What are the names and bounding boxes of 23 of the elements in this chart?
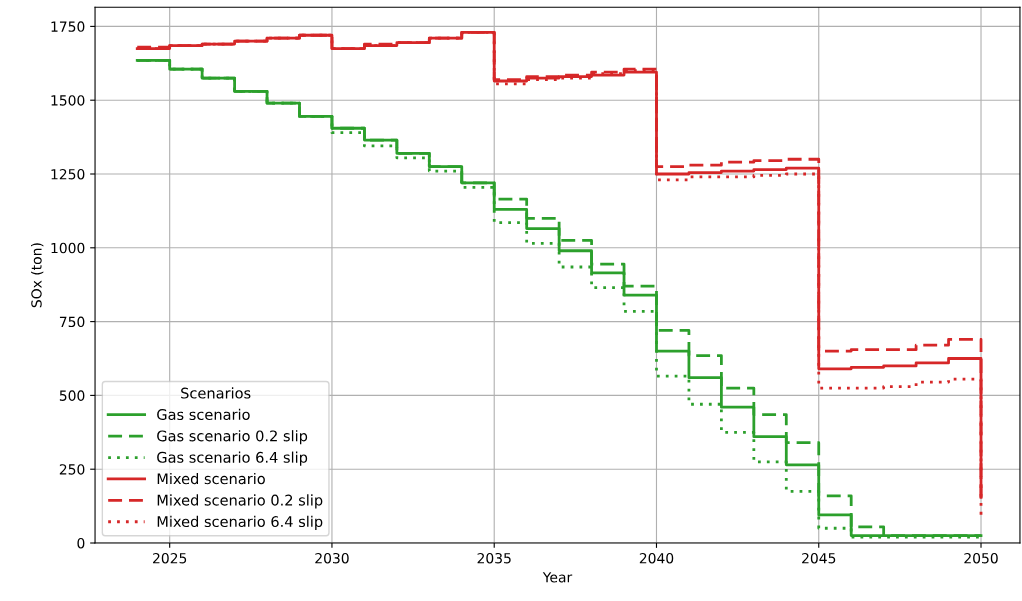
y-tick-label: 1250 bbox=[51, 168, 85, 180]
x-tick-label: 2045 bbox=[802, 552, 836, 564]
legend-label: Mixed scenario 0.2 slip bbox=[157, 494, 323, 509]
y-tick-label: 1500 bbox=[51, 95, 85, 106]
legend-label: Gas scenario 0.2 slip bbox=[157, 430, 308, 445]
x-tick-label: 2025 bbox=[153, 552, 187, 564]
y-tick-label: 250 bbox=[59, 464, 85, 475]
legend-label: Gas scenario 6.4 slip bbox=[157, 451, 308, 466]
legend-label: Mixed scenario bbox=[157, 472, 265, 485]
y-tick-label: 500 bbox=[59, 390, 85, 401]
y-tick-label: 750 bbox=[59, 316, 85, 328]
legend-label: Mixed scenario 6.4 slip bbox=[157, 515, 323, 530]
x-tick-label: 2040 bbox=[639, 552, 674, 564]
y-axis-title: SOx (ton) bbox=[30, 243, 44, 308]
legend-label: Gas scenario bbox=[157, 408, 250, 421]
x-axis-title: Year bbox=[542, 572, 573, 583]
legend-title: Scenarios bbox=[181, 387, 251, 399]
x-tick-label: 2035 bbox=[477, 552, 511, 564]
y-tick-label: 1000 bbox=[51, 242, 85, 254]
x-tick-label: 2030 bbox=[315, 552, 349, 564]
y-tick-label: 1750 bbox=[51, 21, 85, 32]
y-tick-label: 0 bbox=[77, 537, 85, 549]
x-tick-label: 2050 bbox=[964, 552, 998, 564]
